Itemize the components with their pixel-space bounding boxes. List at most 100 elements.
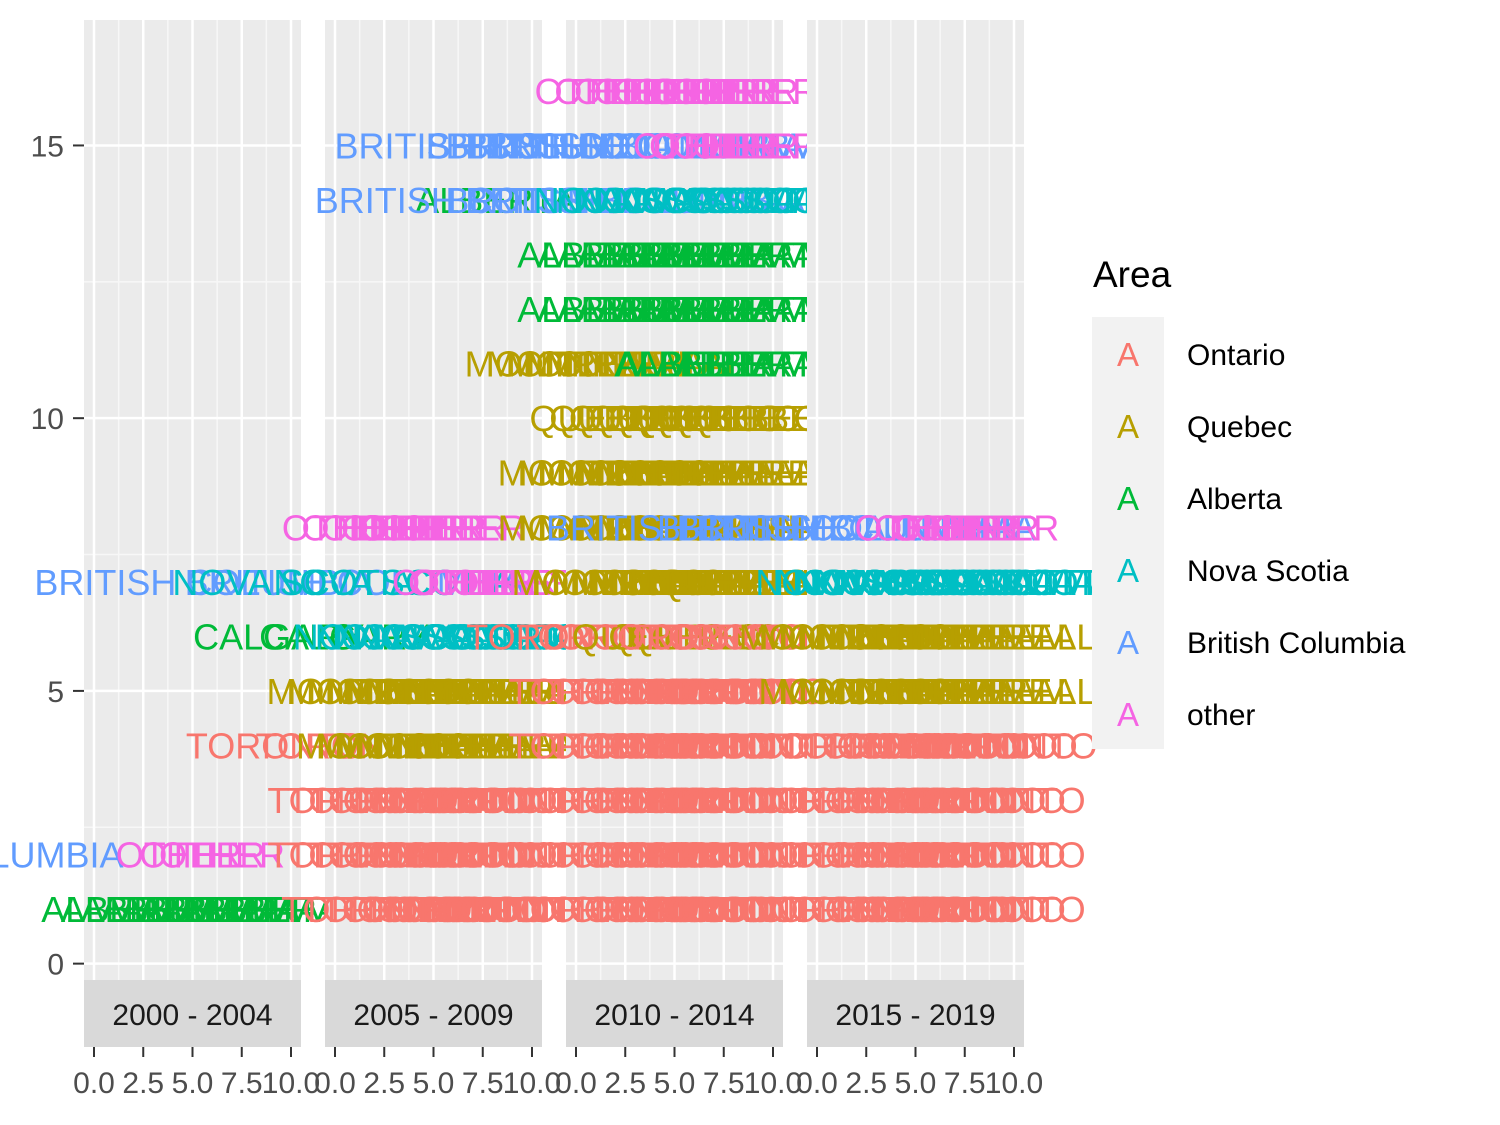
text-mark: MONTREAL — [517, 507, 717, 548]
legend-key-glyph: A — [1117, 408, 1139, 445]
y-tick-label: 5 — [47, 676, 64, 709]
text-mark: TORONTO — [508, 889, 687, 930]
text-mark: TORONTO — [366, 780, 545, 821]
text-mark: TORONTO — [828, 889, 1007, 930]
x-tick-label: 10.0 — [503, 1067, 561, 1100]
legend-title: Area — [1093, 254, 1172, 295]
text-mark: MONTREAL — [837, 671, 1037, 712]
text-mark: ALBERTA — [655, 344, 816, 385]
text-mark: TORONTO — [849, 725, 1028, 766]
text-mark: TORONTO — [346, 835, 525, 876]
text-mark: TORONTO — [808, 835, 987, 876]
text-mark: TORONTO — [186, 725, 365, 766]
text-mark: ALBERTA — [596, 235, 757, 276]
text-mark: MONTREAL — [498, 453, 698, 494]
text-mark: TORONTO — [369, 889, 548, 930]
text-mark: TORONTO — [646, 780, 825, 821]
legend-entry-label: Alberta — [1187, 483, 1282, 516]
text-mark: NOVA SCOTIA — [575, 180, 816, 221]
text-mark: TORONTO — [607, 889, 786, 930]
legend-key-glyph: A — [1117, 624, 1139, 661]
text-mark: QUEBEC — [549, 398, 701, 439]
text-mark: TORONTO — [646, 671, 825, 712]
text-mark: MONTREAL — [616, 453, 816, 494]
text-mark: BRITISH COLUMBIA — [445, 125, 785, 166]
text-mark: TORONTO — [516, 616, 695, 657]
text-mark: ALBERTA — [655, 235, 816, 276]
legend-key-glyph: A — [1117, 336, 1139, 373]
text-mark: TORONTO — [508, 725, 687, 766]
x-tick-label: 0.0 — [555, 1067, 597, 1100]
text-mark: MONTREAL — [286, 671, 486, 712]
text-mark: OTHER — [357, 507, 483, 548]
y-axis: 0 5 10 15 — [31, 130, 84, 982]
text-mark: OTHER — [116, 835, 242, 876]
text-mark: TORONTO — [627, 835, 806, 876]
text-mark: TORONTO — [340, 889, 519, 930]
text-mark: BRITISH COLUMBIA — [465, 125, 805, 166]
facet-panel: TORONTOTORONTOTORONTOTORONTOTORONTOTORON… — [546, 20, 1135, 1100]
text-mark: QUEBEC — [572, 616, 724, 657]
facet-strip-label: 2010 - 2014 — [594, 999, 754, 1032]
text-mark: TORONTO — [386, 835, 565, 876]
text-mark: BRITISH COLUMBIA — [315, 180, 655, 221]
text-mark: BRITISH COLUMBIA — [657, 507, 997, 548]
text-mark: TORONTO — [548, 725, 727, 766]
text-mark: TORONTO — [627, 616, 806, 657]
text-mark: MONTREAL — [837, 616, 1037, 657]
text-mark: ALBERTA — [120, 889, 281, 930]
text-mark: TORONTO — [868, 889, 1047, 930]
text-mark: OTHER — [613, 71, 739, 112]
text-mark: MONTREAL — [306, 671, 506, 712]
text-mark: OTHER — [633, 125, 759, 166]
text-mark: MONTREAL — [316, 725, 516, 766]
facet-strip-label: 2005 - 2009 — [353, 999, 513, 1032]
text-marks: TORONTOTORONTOTORONTOTORONTOTORONTOTORON… — [546, 507, 1135, 930]
text-mark: TORONTO — [528, 725, 707, 766]
text-mark: QUEBEC — [589, 398, 741, 439]
text-mark: ALBERTA — [636, 289, 797, 330]
text-mark: TORONTO — [868, 835, 1047, 876]
text-mark: TORONTO — [848, 835, 1027, 876]
text-mark: OTHER — [933, 507, 1059, 548]
text-mark: TORONTO — [789, 780, 968, 821]
legend-entry-label: Ontario — [1187, 339, 1285, 372]
text-mark: ALBERTA — [537, 235, 698, 276]
text-mark: TORONTO — [321, 889, 500, 930]
text-mark: BRITISH COLUMBIA — [426, 125, 766, 166]
text-mark: NOVA SCOTIA — [556, 180, 797, 221]
text-mark: MONTREAL — [267, 671, 467, 712]
text-mark: MONTREAL — [537, 453, 737, 494]
facet-strip — [325, 980, 542, 1047]
text-mark: TORONTO — [567, 671, 746, 712]
text-mark: TORONTO — [567, 780, 746, 821]
text-mark: BRITISH COLUMBIA — [696, 507, 1036, 548]
text-mark: TORONTO — [528, 889, 707, 930]
text-mark: ALBERTA — [614, 235, 775, 276]
text-mark: TORONTO — [528, 835, 707, 876]
text-mark: MONTREAL — [575, 453, 775, 494]
text-mark: OTHER — [673, 125, 799, 166]
text-mark: TORONTO — [828, 780, 1007, 821]
text-mark: TORONTO — [366, 835, 545, 876]
text-mark: TORONTO — [355, 835, 534, 876]
text-mark: OTHER — [554, 71, 680, 112]
facet-panel: TORONTOTORONTOTORONTOTORONTOTORONTOTORON… — [315, 20, 876, 1100]
text-mark: OTHER — [139, 835, 265, 876]
text-mark: TORONTO — [789, 835, 968, 876]
text-mark: MONTREAL — [758, 671, 958, 712]
facet-strip — [84, 980, 301, 1047]
text-mark: ALBERTA — [616, 289, 777, 330]
text-mark: TORONTO — [837, 835, 1016, 876]
x-tick-label: 5.0 — [413, 1067, 455, 1100]
text-mark: OTHER — [574, 71, 700, 112]
text-mark: TORONTO — [596, 780, 775, 821]
text-mark: MONTREAL — [817, 616, 1017, 657]
facet-strip — [807, 980, 1024, 1047]
text-mark: NOVA SCOTIA — [172, 562, 413, 603]
text-mark: MONTREAL — [326, 671, 526, 712]
x-tick-label: 10.0 — [744, 1067, 802, 1100]
text-mark: MONTREAL — [355, 725, 555, 766]
x-tick-label: 5.0 — [654, 1067, 696, 1100]
text-mark: TORONTO — [587, 671, 766, 712]
